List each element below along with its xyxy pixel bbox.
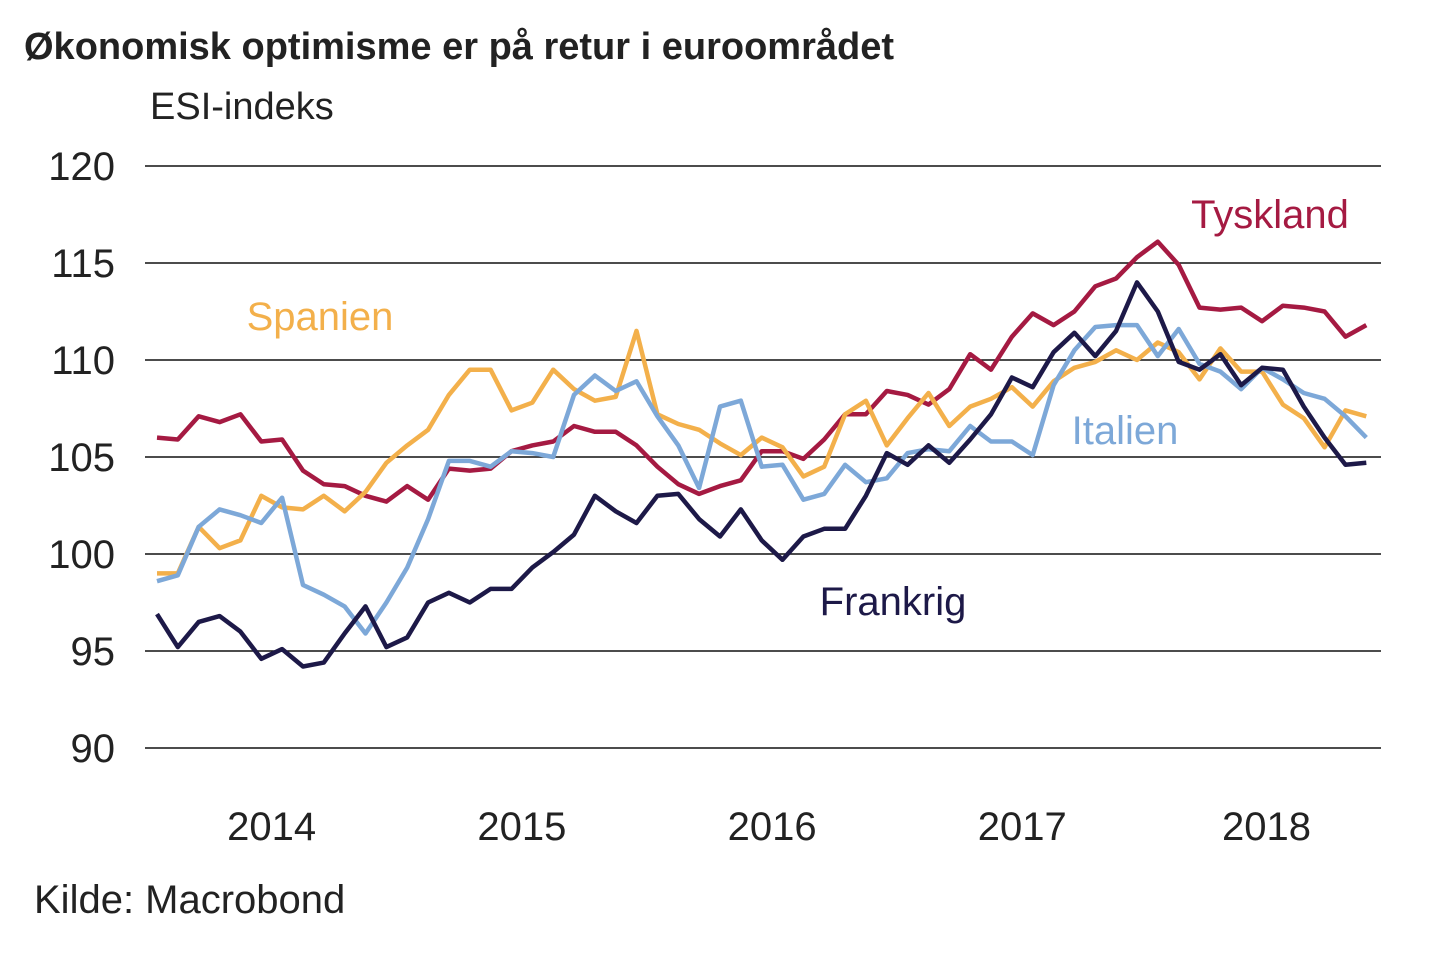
x-tick-label: 2018 xyxy=(1222,805,1311,849)
x-tick-label: 2016 xyxy=(728,805,817,849)
x-tick-label: 2014 xyxy=(227,805,316,849)
y-tick-label: 95 xyxy=(71,630,116,674)
series-line-italien xyxy=(156,322,1368,636)
chart-title: Økonomisk optimisme er på retur i euroom… xyxy=(24,26,894,68)
y-axis-ticks: 90 95 100 105 110 115 120 xyxy=(48,145,115,771)
y-tick-label: 115 xyxy=(51,242,115,286)
source-note: Kilde: Macrobond xyxy=(34,878,346,922)
y-axis-label: ESI-indeks xyxy=(150,86,334,128)
series-label-italien: Italien xyxy=(1072,409,1179,453)
series-line-frankrig xyxy=(155,280,1367,669)
y-tick-label: 100 xyxy=(48,533,115,577)
gridlines xyxy=(145,165,1381,749)
series-labels: Tyskland Spanien Italien Frankrig xyxy=(247,193,1349,624)
y-tick-label: 90 xyxy=(71,727,116,771)
x-axis-ticks: 2014 2015 2016 2017 2018 xyxy=(227,805,1311,849)
series-label-tyskland: Tyskland xyxy=(1191,193,1349,237)
y-tick-label: 110 xyxy=(51,339,115,383)
y-tick-label: 105 xyxy=(48,436,115,480)
series-label-spanien: Spanien xyxy=(247,295,394,339)
x-tick-label: 2017 xyxy=(978,805,1067,849)
series-label-frankrig: Frankrig xyxy=(820,580,967,624)
x-tick-label: 2015 xyxy=(477,805,566,849)
series-line-tyskland xyxy=(156,239,1368,504)
series-lines xyxy=(155,239,1368,669)
y-tick-label: 120 xyxy=(48,145,115,189)
